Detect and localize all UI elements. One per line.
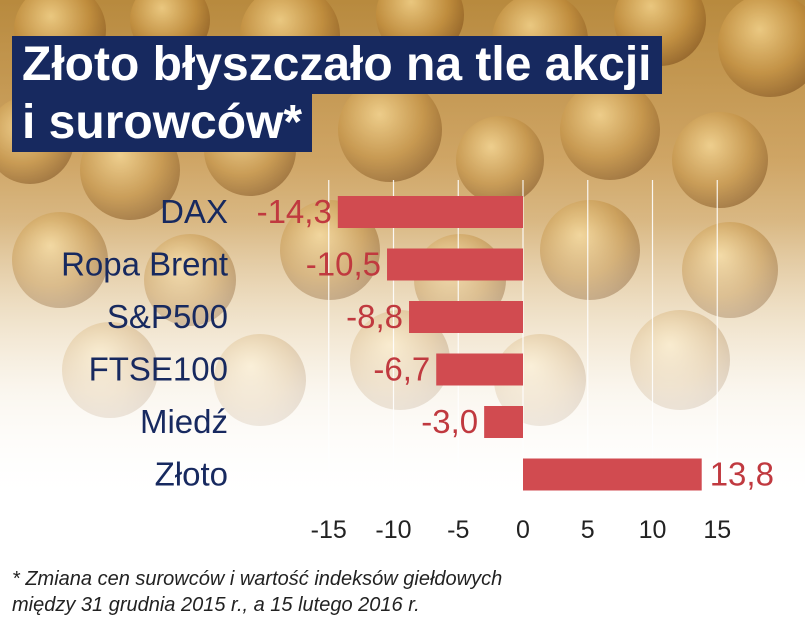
- value-label: 13,8: [710, 456, 774, 493]
- footnote-line-1: * Zmiana cen surowców i wartość indeksów…: [12, 568, 503, 590]
- bar: [409, 301, 523, 333]
- footnote-line-2: między 31 grudnia 2015 r., a 15 lutego 2…: [12, 594, 420, 616]
- value-label: -8,8: [346, 298, 403, 335]
- value-label: -3,0: [421, 403, 478, 440]
- x-tick-label: -5: [447, 516, 469, 544]
- x-tick-label: 15: [703, 516, 731, 544]
- value-label: -6,7: [373, 351, 430, 388]
- bar: [523, 458, 702, 491]
- chart-title-line-2: i surowców*: [12, 94, 313, 152]
- x-tick-label: 5: [581, 516, 595, 544]
- x-tick-label: -15: [311, 516, 347, 544]
- bar: [387, 248, 523, 281]
- x-tick-labels: -15 -10 -5 0 5 10 15: [311, 516, 731, 544]
- x-tick-label: -10: [375, 516, 411, 544]
- bar: [337, 196, 523, 228]
- bar: [484, 406, 523, 438]
- chart-title-line-1: Złoto błyszczało na tle akcji: [12, 36, 662, 94]
- x-tick-label: 10: [639, 516, 667, 544]
- value-labels: -14,3 -10,5 -8,8 -6,7 -3,0 13,8: [257, 193, 774, 493]
- value-label: -10,5: [306, 246, 381, 283]
- category-label: FTSE100: [89, 351, 228, 388]
- footnote: * Zmiana cen surowców i wartość indeksów…: [12, 566, 502, 618]
- x-tick-label: 0: [516, 516, 530, 544]
- category-labels: DAX Ropa Brent S&P500 FTSE100 Miedź Złoto: [61, 193, 228, 493]
- category-label: Ropa Brent: [61, 246, 228, 283]
- category-label: Miedź: [140, 403, 228, 440]
- bars: [337, 196, 702, 491]
- category-label: S&P500: [107, 298, 228, 335]
- bar: [436, 353, 523, 386]
- category-label: Złoto: [155, 456, 228, 493]
- category-label: DAX: [160, 193, 228, 230]
- value-label: -14,3: [257, 193, 332, 230]
- grid-lines: [328, 180, 718, 508]
